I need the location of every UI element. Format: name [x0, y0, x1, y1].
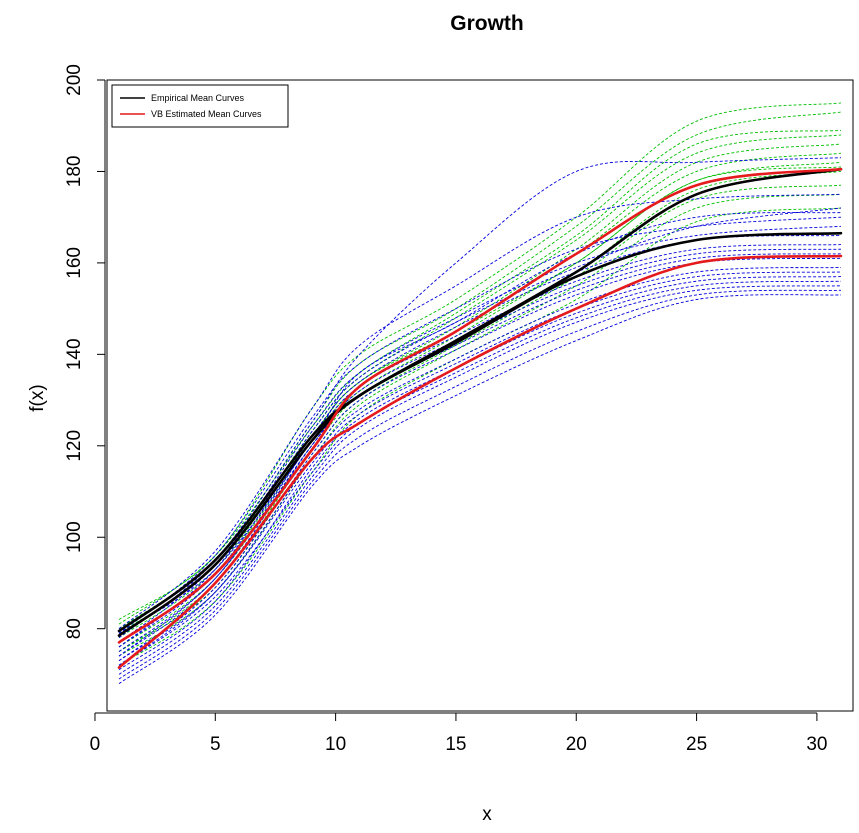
x-tick-label-5: 5 [210, 734, 221, 755]
background-curve-14 [118, 235, 842, 648]
background-curve-11 [118, 207, 842, 666]
y-tick-label-180: 180 [64, 156, 85, 188]
background-curve-13 [118, 225, 842, 643]
background-curve-6 [118, 161, 842, 648]
background-curve-2 [118, 129, 842, 625]
mean-curves [117, 167, 843, 669]
y-axis-label: f(x) [27, 384, 48, 411]
chart-title: Growth [450, 12, 524, 35]
x-axis-label: x [482, 804, 492, 825]
legend-label-empirical: Empirical Mean Curves [151, 93, 245, 103]
x-tick-label-20: 20 [566, 734, 587, 755]
background-curve-24 [118, 157, 842, 639]
background-curve-19 [118, 276, 842, 671]
legend-label-vb: VB Estimated Mean Curves [151, 109, 262, 119]
x-tick-label-25: 25 [686, 734, 707, 755]
legend: Empirical Mean Curves VB Estimated Mean … [111, 84, 289, 128]
y-tick-label-120: 120 [64, 430, 85, 462]
y-tick-label-200: 200 [64, 64, 85, 96]
y-tick-label-140: 140 [64, 338, 85, 370]
background-curve-22 [118, 294, 842, 684]
background-curves [118, 102, 842, 684]
x-tick-label-30: 30 [806, 734, 827, 755]
x-tick-label-15: 15 [445, 734, 466, 755]
background-curve-15 [118, 244, 842, 652]
background-curve-1 [118, 111, 842, 630]
x-tick-label-0: 0 [90, 734, 101, 755]
background-curve-29 [118, 280, 842, 666]
background-curve-16 [118, 248, 842, 657]
y-tick-label-160: 160 [64, 247, 85, 279]
background-curve-8 [118, 184, 842, 652]
background-curve-0 [118, 102, 842, 620]
background-curve-28 [118, 212, 842, 634]
background-curve-23 [118, 193, 842, 630]
background-curve-26 [118, 253, 842, 657]
background-curve-20 [118, 285, 842, 675]
background-curve-25 [118, 207, 842, 648]
plot-frame [106, 79, 854, 712]
background-curve-7 [118, 170, 842, 652]
background-curve-3 [118, 134, 842, 634]
x-tick-label-10: 10 [325, 734, 346, 755]
y-tick-label-80: 80 [64, 618, 85, 639]
background-curve-21 [118, 289, 842, 680]
x-axis: 0 5 10 15 20 25 30 [90, 712, 827, 755]
background-curve-4 [118, 143, 842, 639]
vb-mean-curve-2 [117, 167, 843, 644]
vb-mean-curve-3 [117, 254, 843, 669]
legend-box [111, 84, 289, 128]
empirical-mean-curve-1 [117, 231, 843, 637]
background-curve-17 [118, 257, 842, 662]
background-curve-9 [118, 193, 842, 657]
y-tick-label-100: 100 [64, 521, 85, 553]
y-axis: 80 100 120 140 160 180 200 [64, 64, 106, 639]
